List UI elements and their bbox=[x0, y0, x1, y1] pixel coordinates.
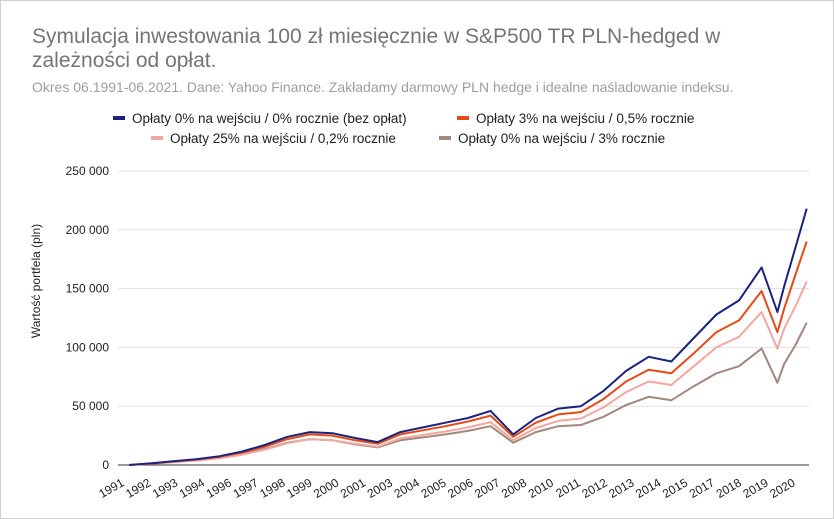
legend-swatch bbox=[113, 116, 125, 120]
x-tick-label: 2019 bbox=[741, 475, 771, 501]
series-line bbox=[129, 241, 808, 466]
x-tick-label: 2010 bbox=[526, 475, 556, 501]
legend-swatch bbox=[151, 136, 163, 140]
x-tick-label: 1996 bbox=[204, 475, 234, 501]
x-tick-label: 1998 bbox=[257, 475, 287, 501]
x-tick-label: 2000 bbox=[311, 475, 341, 501]
x-tick-label: 2020 bbox=[767, 475, 797, 501]
x-tick-label: 2005 bbox=[418, 475, 448, 501]
chart-title: Symulacja inwestowania 100 zł miesięczni… bbox=[32, 25, 721, 72]
legend-label: Opłaty 3% na wejściu / 0,5% rocznie bbox=[476, 111, 694, 126]
x-tick-label: 2012 bbox=[579, 475, 609, 501]
x-tick-label: 2011 bbox=[553, 475, 583, 500]
x-tick-label: 2014 bbox=[633, 475, 663, 501]
x-tick-label: 1999 bbox=[284, 475, 314, 501]
y-tick-label: 150 000 bbox=[66, 282, 110, 296]
x-tick-label: 2013 bbox=[606, 475, 636, 501]
x-tick-label: 2001 bbox=[338, 475, 368, 501]
x-tick-label: 1992 bbox=[123, 475, 153, 501]
legend-swatch bbox=[457, 116, 469, 120]
x-tick-label: 2018 bbox=[714, 475, 744, 501]
x-tick-label: 2007 bbox=[472, 475, 502, 501]
x-tick-label: 2004 bbox=[392, 475, 422, 501]
y-tick-label: 100 000 bbox=[66, 340, 110, 354]
y-tick-label: 250 000 bbox=[66, 164, 110, 178]
x-tick-label: 2017 bbox=[687, 475, 717, 501]
y-tick-label: 0 bbox=[102, 458, 109, 472]
legend-label: Opłaty 0% na wejściu / 3% rocznie bbox=[458, 131, 665, 146]
series-line bbox=[129, 281, 808, 466]
x-tick-label: 1994 bbox=[177, 475, 207, 501]
series-line bbox=[129, 208, 808, 466]
y-tick-label: 200 000 bbox=[66, 223, 110, 237]
legend-swatch bbox=[439, 136, 451, 140]
x-tick-label: 1993 bbox=[150, 475, 180, 501]
legend-label: Opłaty 0% na wejściu / 0% rocznie (bez o… bbox=[132, 111, 407, 126]
x-tick-label: 2003 bbox=[365, 475, 395, 501]
x-tick-label: 1991 bbox=[96, 475, 126, 501]
chart-subtitle: Okres 06.1991-06.2021. Dane: Yahoo Finan… bbox=[32, 79, 734, 95]
y-tick-label: 50 000 bbox=[72, 399, 109, 413]
x-tick-label: 2008 bbox=[499, 475, 529, 501]
x-tick-label: 2006 bbox=[445, 475, 475, 501]
x-tick-label: 2015 bbox=[660, 475, 690, 501]
legend-label: Opłaty 25% na wejściu / 0,2% rocznie bbox=[170, 131, 396, 146]
x-tick-label: 1997 bbox=[231, 475, 261, 501]
